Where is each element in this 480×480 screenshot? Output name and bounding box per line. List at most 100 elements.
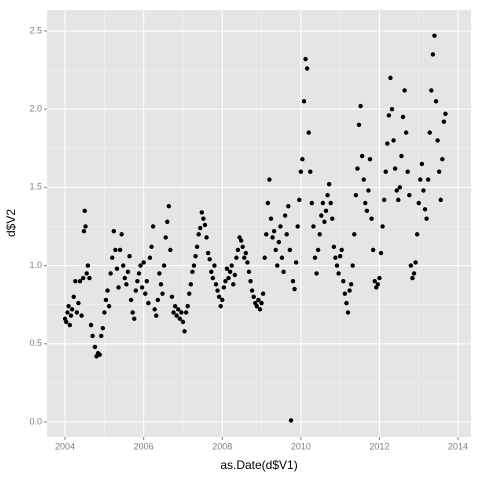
point [279,255,285,260]
point [84,271,89,276]
point [352,232,357,237]
point [336,271,341,276]
point [183,310,189,315]
point [325,192,330,198]
point [169,294,175,300]
point [377,275,382,281]
point [298,169,304,174]
point [385,141,390,146]
point [113,247,118,253]
point [81,228,87,234]
point [157,271,162,276]
point [394,188,399,193]
point [314,271,319,276]
point [193,253,198,259]
plot-panel [47,10,471,437]
point [152,307,157,312]
point [386,113,392,118]
point [201,216,206,221]
point [341,279,346,284]
point [238,238,244,243]
point [378,250,384,256]
point [150,224,156,229]
point [317,232,322,237]
point [76,300,81,306]
point [380,224,385,229]
point [171,310,176,315]
point [111,228,117,234]
point [226,275,231,281]
point [399,153,404,159]
point [176,307,181,312]
point [413,260,418,265]
point [309,200,315,206]
point [433,99,439,104]
point [440,157,445,162]
point [257,307,263,312]
point [177,316,183,321]
point [128,297,134,303]
point [320,200,326,206]
point [204,235,209,240]
x-tick-label: 2012 [369,441,389,451]
point [356,122,362,128]
point [330,216,335,221]
point [443,111,448,117]
point [297,197,302,203]
point [174,313,179,318]
point [359,153,365,159]
point [188,282,194,287]
point [391,138,396,143]
point [155,297,161,303]
point [240,244,245,250]
point [229,263,234,268]
point [122,275,128,281]
point [182,329,187,334]
point [407,192,412,198]
point [308,169,313,174]
point [322,219,327,224]
point [130,310,135,315]
point [347,288,352,293]
point [135,279,140,284]
point [117,247,123,253]
point [136,271,142,276]
point [366,188,371,193]
point [146,300,151,306]
point [419,161,425,167]
point [179,310,184,315]
point [161,263,167,268]
point [119,232,124,237]
point [282,213,288,218]
point [108,271,113,276]
y-axis-title: d$V2 [4,209,18,237]
point [196,232,201,237]
point [287,247,293,253]
point [342,291,348,296]
point [403,130,409,135]
point [218,304,223,309]
point [292,286,297,292]
x-tick-label: 2010 [291,441,311,451]
point [220,297,225,303]
point [102,310,107,315]
point [143,291,148,296]
point [158,282,164,287]
point [348,282,354,287]
point [212,263,217,268]
point [397,185,403,190]
point [68,313,74,318]
point [160,291,165,296]
point [198,225,203,231]
point [288,418,294,423]
point [246,269,252,275]
point [133,288,139,293]
point [276,239,282,245]
point [410,275,415,281]
point [315,247,321,253]
point [441,119,447,124]
point [337,253,343,259]
point [372,279,377,284]
point [194,244,200,250]
